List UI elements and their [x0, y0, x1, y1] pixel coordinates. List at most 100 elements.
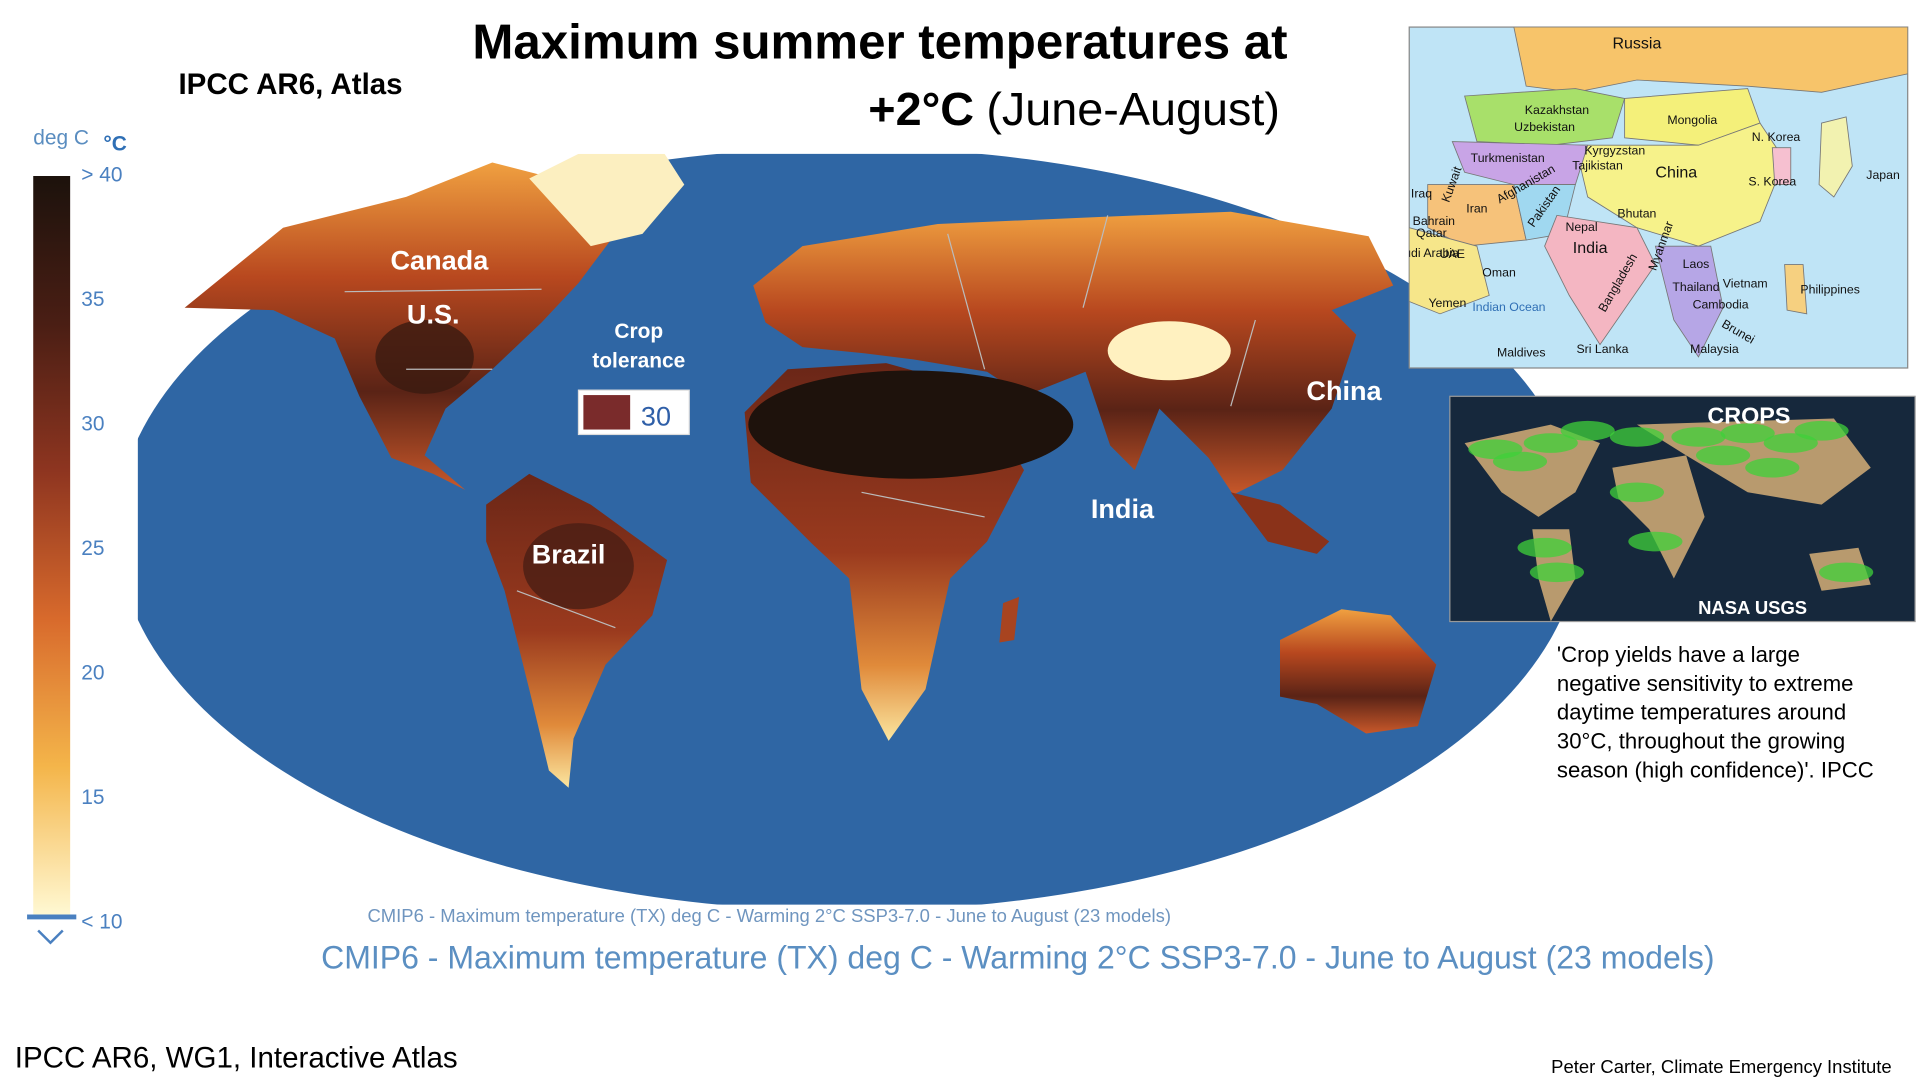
colorbar-tick-label: 35	[81, 288, 104, 311]
country-label: Thailand	[1672, 280, 1719, 294]
quote-line: 30°C, throughout the growing	[1557, 729, 1845, 754]
country-label: Cambodia	[1693, 297, 1749, 311]
region-label: India	[1091, 493, 1155, 524]
country-label: Indian Ocean	[1472, 300, 1545, 314]
crop-area	[1609, 427, 1664, 447]
region-label: U.S.	[407, 298, 460, 329]
se-asia	[1654, 245, 1724, 358]
eurasia	[753, 211, 1394, 495]
country-label: N. Korea	[1752, 130, 1801, 144]
tibet	[1107, 321, 1231, 381]
inset-asia: Russia Kazakhstan Uzbekistan Mongolia Turkme…	[1389, 26, 1909, 369]
country-label: Mongolia	[1667, 113, 1717, 127]
title-rest: (June-August)	[986, 84, 1280, 136]
country-label: Japan	[1866, 168, 1900, 182]
russia	[1513, 27, 1908, 93]
crops-title: CROPS	[1707, 402, 1790, 428]
japan	[1818, 116, 1853, 198]
chevron	[37, 929, 64, 945]
colorbar-tick-label: 25	[81, 537, 104, 560]
country-label: China	[1655, 165, 1697, 182]
country-label: S. Korea	[1748, 174, 1796, 188]
source-label: IPCC AR6, Atlas	[178, 68, 402, 101]
crop-area	[1523, 433, 1578, 453]
arabia	[1409, 227, 1490, 315]
country-label: Sri Lanka	[1576, 342, 1628, 356]
country-label: Vietnam	[1723, 277, 1768, 291]
title-line2: +2°C (June-August)	[868, 84, 1280, 136]
crop-area	[1720, 423, 1775, 444]
asia-shapes: Russia Kazakhstan Uzbekistan Mongolia Turkme…	[1389, 27, 1908, 359]
country-label: Iran	[1466, 201, 1487, 215]
country-label: Turkmenistan	[1471, 151, 1545, 165]
quote-line: daytime temperatures around	[1557, 700, 1846, 725]
colorbar-gradient	[33, 176, 71, 915]
colorbar-tick-label: 30	[81, 413, 104, 436]
iran	[1427, 184, 1527, 247]
country-label: Philippines	[1800, 283, 1859, 297]
region-label: China	[1306, 375, 1382, 406]
crops-shapes	[1464, 418, 1874, 622]
quote-line: negative sensitivity to extreme	[1557, 671, 1854, 696]
crop-tolerance-value: 30	[641, 401, 671, 432]
colorbar-tick-label: 15	[81, 786, 104, 809]
region-label: Brazil	[532, 538, 606, 569]
crop-area	[1517, 537, 1572, 558]
country-label: Iraq	[1411, 187, 1432, 201]
country-label: Bahrain	[1413, 214, 1456, 228]
southeast-asia	[1230, 492, 1330, 554]
crop-area	[1745, 457, 1800, 478]
amazon	[523, 523, 634, 610]
crop-area	[1696, 445, 1751, 466]
region-label: Canada	[391, 244, 490, 275]
kazakhstan	[1464, 88, 1626, 146]
crop-area	[1628, 531, 1683, 552]
crops-credit: NASA USGS	[1698, 597, 1807, 618]
footer-source: IPCC AR6, WG1, Interactive Atlas	[15, 1041, 458, 1074]
us-interior	[375, 320, 474, 394]
india	[1544, 214, 1656, 346]
map	[137, 153, 1588, 905]
quote-line: season (high confidence)'. IPCC	[1557, 758, 1874, 783]
unit: deg C	[33, 127, 89, 150]
madagascar	[999, 596, 1020, 643]
borders	[344, 215, 1256, 629]
country-label: Bhutan	[1617, 206, 1656, 220]
country-label: Russia	[1612, 36, 1661, 53]
colorbar-tick-label: > 40	[81, 164, 122, 187]
crop-area	[1492, 451, 1548, 472]
crop-area	[1529, 562, 1584, 583]
unit-symbol: °C	[103, 133, 126, 156]
title: Maximum summer temperatures at	[472, 15, 1287, 70]
country-label: Kyrgyzstan	[1584, 144, 1645, 158]
australia	[1280, 609, 1437, 734]
country-label: UAE	[1440, 247, 1465, 261]
country-label: Uzbekistan	[1514, 120, 1575, 134]
philippines	[1784, 264, 1808, 315]
crop-tolerance-label: tolerance	[592, 349, 685, 372]
colorbar: deg C °C > 40 35 30 25 20 15 < 10	[27, 127, 127, 945]
country-label: Malaysia	[1690, 342, 1739, 356]
country-label: Oman	[1482, 265, 1516, 279]
colorbar-tick-label: < 10	[81, 911, 122, 934]
crop-tolerance-label: Crop	[614, 320, 663, 343]
colorbar-tick-label: 20	[81, 662, 104, 685]
crop-area	[1794, 420, 1849, 441]
caption-large: CMIP6 - Maximum temperature (TX) deg C -…	[321, 939, 1714, 975]
country-label: Saudi Arabia	[1389, 246, 1459, 260]
country-label: Qatar	[1416, 226, 1447, 240]
sahara-arabia	[748, 370, 1074, 479]
crop-tolerance-swatch	[583, 395, 631, 430]
crop-area	[1819, 562, 1874, 583]
country-label: Kazakhstan	[1525, 103, 1589, 117]
country-label: Tajikistan	[1572, 158, 1623, 172]
crop-area	[1671, 427, 1726, 447]
caption-small: CMIP6 - Maximum temperature (TX) deg C -…	[367, 905, 1171, 926]
inset-crops: CROPS NASA USGS	[1449, 395, 1916, 623]
china	[1574, 122, 1786, 247]
country-label: Nepal	[1565, 220, 1597, 234]
country-label: Yemen	[1428, 296, 1466, 310]
